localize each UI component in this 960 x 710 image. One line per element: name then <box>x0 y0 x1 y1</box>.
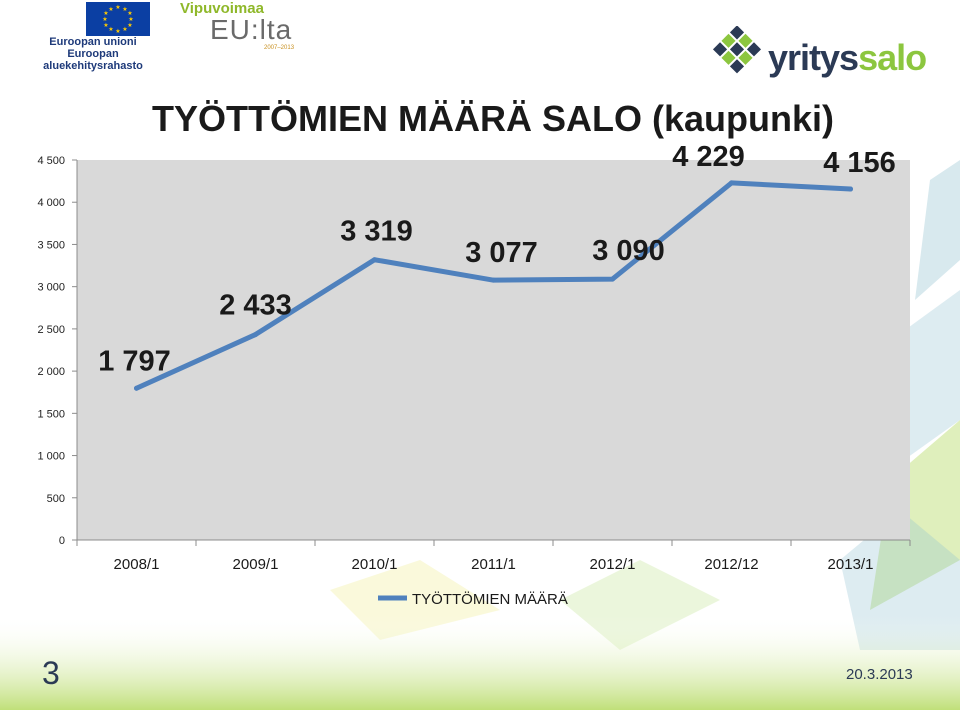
svg-text:★: ★ <box>127 10 132 17</box>
plot-area <box>77 160 910 540</box>
yrityssalo-logo: yrityssalo <box>708 26 927 86</box>
slide-number: 3 <box>42 655 60 691</box>
y-tick-label: 4 000 <box>37 197 65 209</box>
yrityssalo-wordmark: yrityssalo <box>768 37 927 78</box>
svg-text:★: ★ <box>108 26 113 33</box>
yrityssalo-part2: salo <box>858 37 927 78</box>
x-tick-label: 2010/1 <box>352 556 398 573</box>
y-axis: 0 500 1 000 1 500 2 000 2 500 3 000 3 500 4 000 4… <box>37 155 78 547</box>
y-tick-label: 0 <box>59 535 65 547</box>
yrityssalo-part1: yritys <box>768 37 859 78</box>
data-label: 2 433 <box>219 290 292 322</box>
data-label: 4 229 <box>672 141 745 173</box>
x-tick-label: 2012/12 <box>704 556 758 573</box>
svg-text:★: ★ <box>103 10 108 17</box>
data-label: 3 090 <box>592 235 665 267</box>
eu-logo: ★ ★ ★ ★ ★ ★ ★ ★ ★ ★ ★ ★ Euroopan unioni Euroopan… <box>18 2 168 72</box>
data-point <box>610 276 615 282</box>
svg-text:★: ★ <box>108 6 113 13</box>
svg-text:★: ★ <box>115 4 120 11</box>
eu-line1: Euroopan unioni <box>49 36 137 48</box>
data-labels: 1 797 2 433 3 319 3 077 3 090 4 229 4 156 <box>98 141 896 377</box>
y-tick-label: 2 000 <box>37 366 65 378</box>
svg-text:★: ★ <box>115 28 120 35</box>
y-tick-label: 2 500 <box>37 324 65 336</box>
x-tick-label: 2008/1 <box>114 556 160 573</box>
y-tick-label: 1 000 <box>37 451 65 463</box>
data-point <box>372 257 377 263</box>
eu-flag-icon: ★ ★ ★ ★ ★ ★ ★ ★ ★ ★ ★ ★ <box>86 2 150 36</box>
eu-logo-text: Euroopan unioni Euroopan aluekehitysraha… <box>18 36 168 72</box>
vipuvoimaa-main-text: EU:lta <box>210 14 293 45</box>
vipuvoimaa-years: 2007–2013 <box>264 45 295 51</box>
data-label: 3 319 <box>340 216 413 248</box>
y-tick-label: 1 500 <box>37 408 65 420</box>
slide-date: 20.3.2013 <box>846 666 913 683</box>
legend: TYÖTTÖMIEN MÄÄRÄ <box>378 590 568 608</box>
legend-label: TYÖTTÖMIEN MÄÄRÄ <box>412 590 568 608</box>
data-label: 1 797 <box>98 345 171 377</box>
data-point <box>848 186 853 192</box>
svg-text:★: ★ <box>122 26 127 33</box>
y-tick-label: 4 500 <box>37 155 65 167</box>
y-tick-label: 3 000 <box>37 282 65 294</box>
yrityssalo-mosaic-icon <box>712 26 762 74</box>
vipuvoimaa-logo: Vipuvoimaa EU:lta 2007–2013 <box>180 0 320 58</box>
data-points <box>134 180 853 391</box>
y-tick-label: 500 <box>47 493 65 505</box>
svg-text:★: ★ <box>103 22 108 29</box>
x-axis: 2008/1 2009/1 2010/1 2011/1 2012/1 2012/12 201… <box>76 539 911 573</box>
data-label: 4 156 <box>823 147 896 179</box>
svg-text:★: ★ <box>128 16 133 23</box>
x-tick-label: 2009/1 <box>233 556 279 573</box>
data-point <box>491 277 496 283</box>
y-tick-label: 3 500 <box>37 239 65 251</box>
svg-text:★: ★ <box>122 6 127 13</box>
eu-line2: Euroopan aluekehitysrahasto <box>43 48 143 72</box>
data-point <box>134 385 139 391</box>
svg-text:★: ★ <box>127 22 132 29</box>
x-tick-label: 2013/1 <box>828 556 874 573</box>
data-point <box>253 332 258 338</box>
chart-title: TYÖTTÖMIEN MÄÄRÄ SALO (kaupunki) <box>152 98 834 139</box>
x-tick-label: 2012/1 <box>590 556 636 573</box>
svg-text:★: ★ <box>102 16 107 23</box>
vipuvoimaa-top-text: Vipuvoimaa <box>180 0 264 17</box>
data-point <box>729 180 734 186</box>
x-tick-label: 2011/1 <box>471 556 516 573</box>
data-label: 3 077 <box>465 237 538 269</box>
